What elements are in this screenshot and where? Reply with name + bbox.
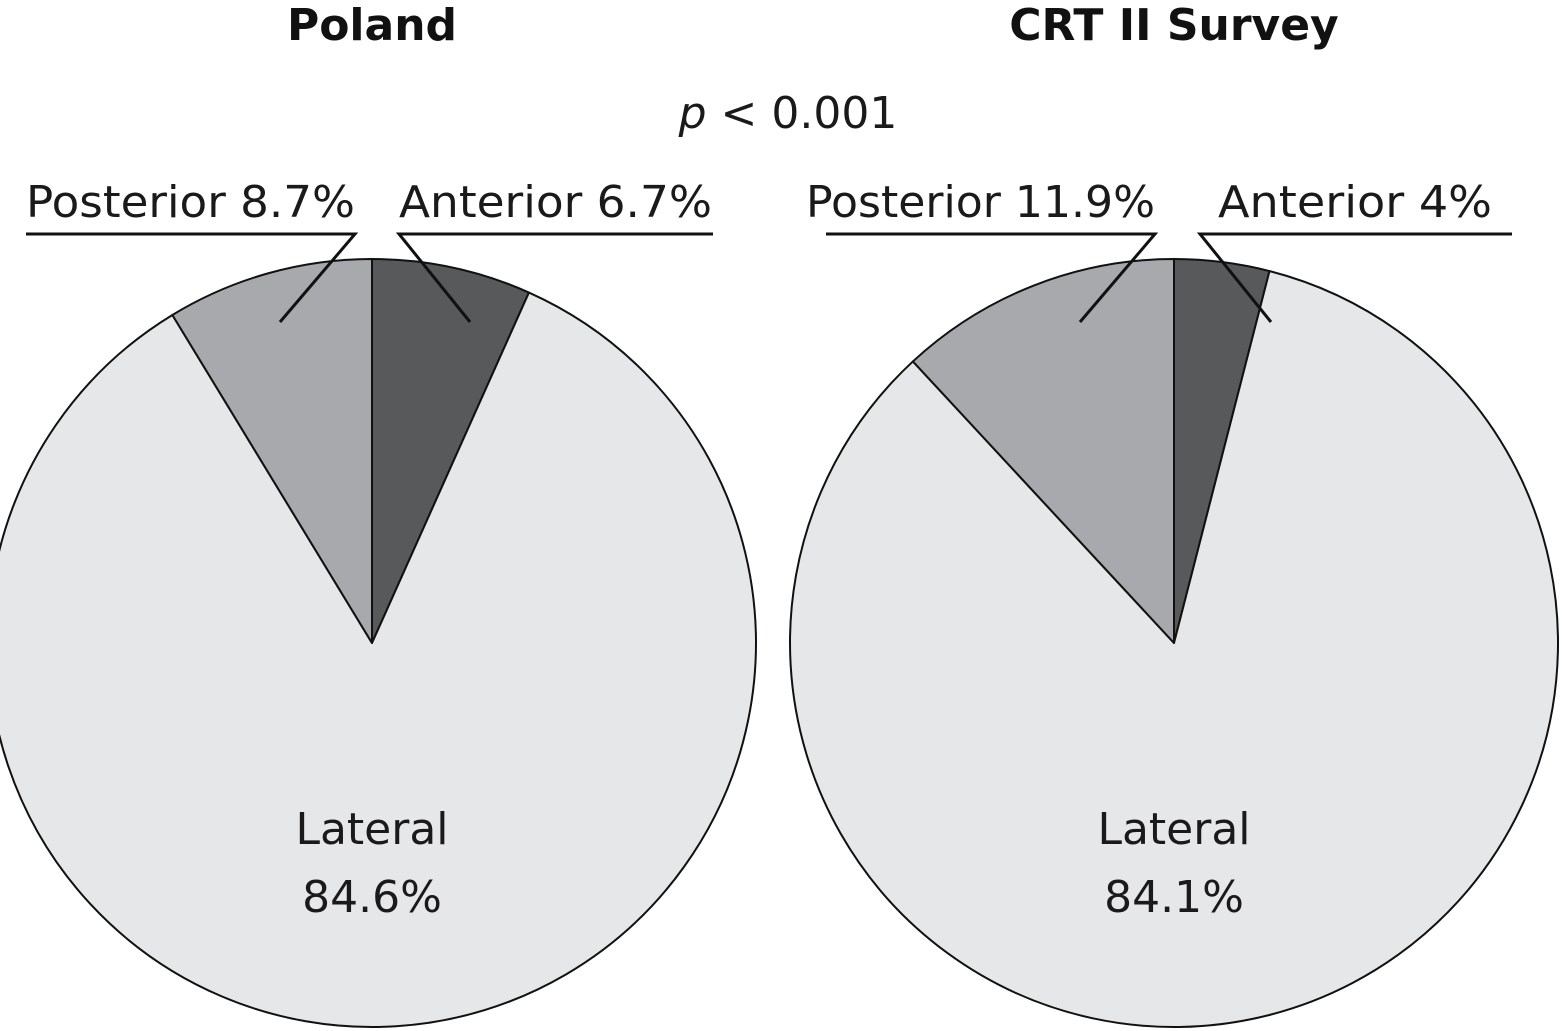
leader-line-anterior-poland xyxy=(395,232,713,323)
lateral-label-poland: Lateral xyxy=(295,804,448,855)
leader-line-anterior-crt-ii-survey xyxy=(1196,232,1512,323)
leader-line-posterior-crt-ii-survey xyxy=(826,232,1159,323)
lateral-value-poland: 84.6% xyxy=(302,872,442,923)
leader-line-posterior-poland xyxy=(26,232,359,323)
p-value-annotation: p < 0.001 xyxy=(678,88,898,139)
pie-slice-posterior-poland xyxy=(171,258,373,644)
chart-title-poland: Poland xyxy=(287,0,457,51)
pie-chart-crt-ii-survey: CRT II Survey Posterior 11.9% Anterior 4… xyxy=(789,0,1559,1028)
pie-chart-poland: Poland Posterior 8.7% Anterior 6.7% Late… xyxy=(0,0,757,1029)
callout-label-anterior-poland: Anterior 6.7% xyxy=(399,177,712,228)
p-symbol: p xyxy=(678,88,707,139)
pie-slice-posterior-crt-ii-survey xyxy=(911,258,1175,644)
pie-slice-lateral-crt-ii-survey xyxy=(789,270,1559,1028)
pie-crt-ii-survey-slices xyxy=(789,258,1559,1028)
pie-poland-slices xyxy=(0,258,757,1029)
chart-title-crt-ii-survey: CRT II Survey xyxy=(1009,0,1339,51)
pie-slice-lateral-poland xyxy=(0,291,757,1029)
lateral-label-crt-ii-survey: Lateral xyxy=(1097,804,1250,855)
callout-label-posterior-crt-ii-survey: Posterior 11.9% xyxy=(806,177,1155,228)
lateral-value-crt-ii-survey: 84.1% xyxy=(1104,872,1244,923)
callout-label-posterior-poland: Posterior 8.7% xyxy=(26,177,355,228)
callout-label-anterior-crt-ii-survey: Anterior 4% xyxy=(1218,177,1492,228)
p-threshold: < 0.001 xyxy=(707,88,898,139)
pie-slice-anterior-poland xyxy=(371,258,530,644)
